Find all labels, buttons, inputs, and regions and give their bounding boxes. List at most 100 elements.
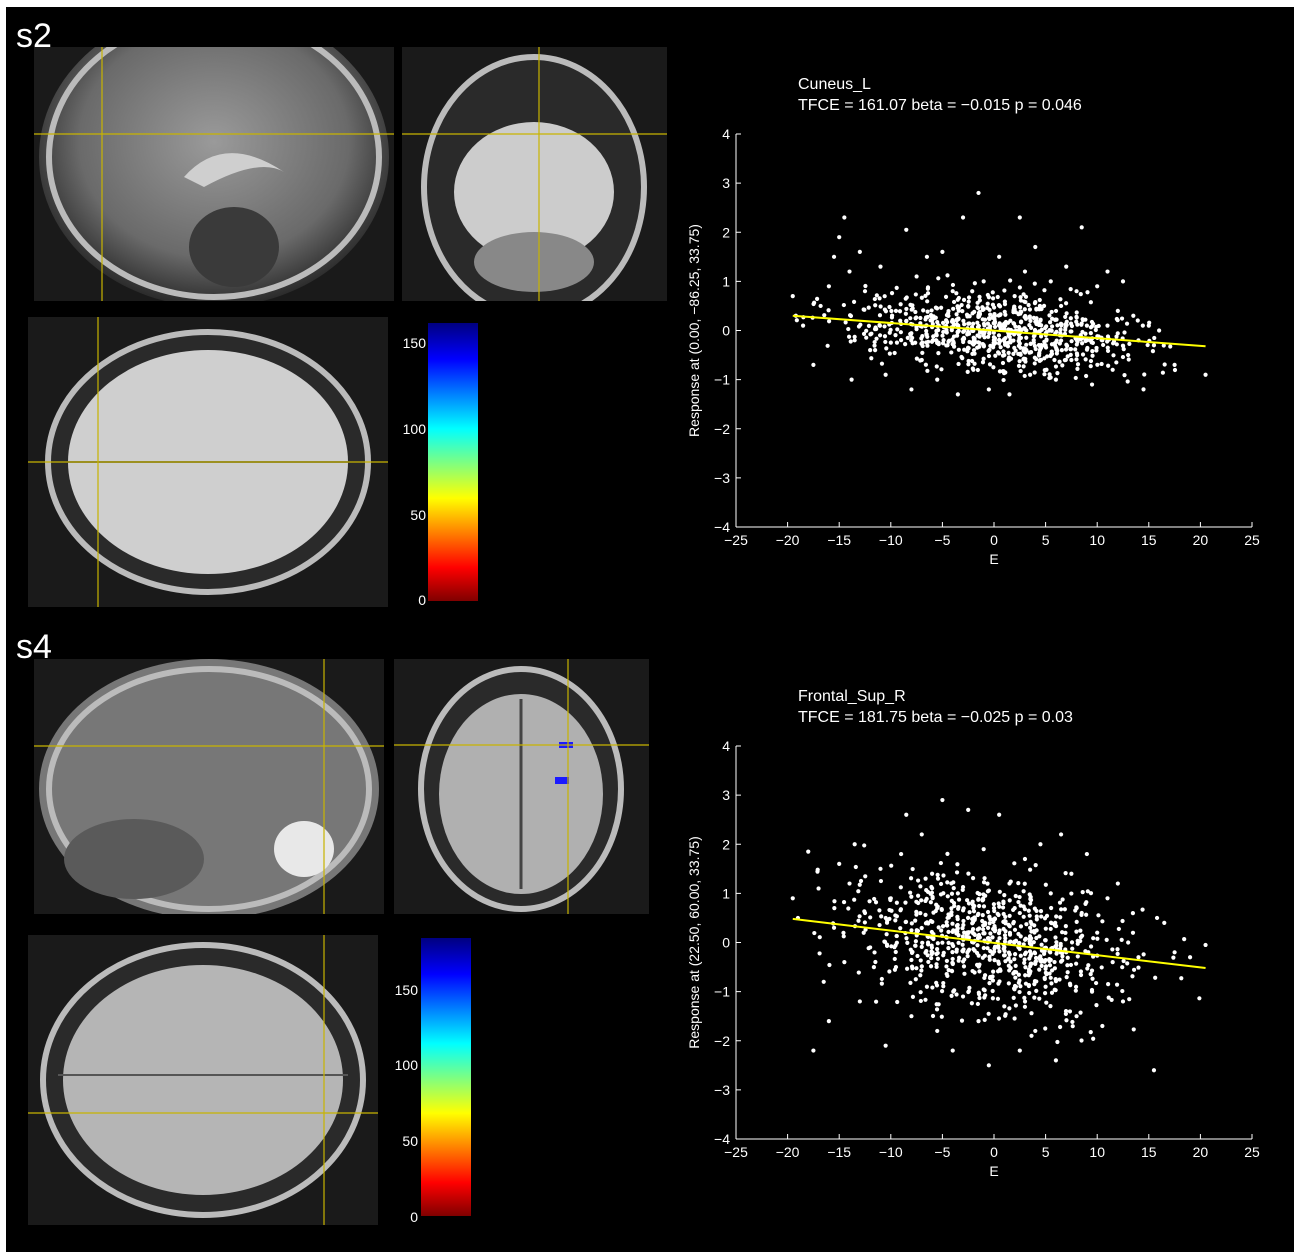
- data-point: [1023, 359, 1028, 364]
- data-point: [1032, 978, 1038, 984]
- data-point: [971, 909, 977, 914]
- data-point: [923, 912, 928, 918]
- y-tick-label: 3: [722, 787, 730, 803]
- data-point: [1031, 928, 1037, 934]
- data-point: [903, 919, 909, 924]
- data-point: [814, 296, 820, 301]
- data-point: [1018, 953, 1023, 958]
- data-point: [982, 995, 987, 1000]
- data-point: [991, 365, 996, 370]
- data-point: [1029, 325, 1034, 330]
- colorbar-tick: 100: [394, 1057, 418, 1073]
- data-point: [904, 306, 909, 312]
- data-point: [1079, 321, 1084, 326]
- data-point: [1006, 327, 1011, 332]
- data-point: [985, 321, 991, 326]
- data-point: [923, 293, 928, 298]
- data-point: [1088, 972, 1093, 977]
- data-point: [1114, 342, 1119, 347]
- data-point: [1151, 343, 1157, 348]
- data-point: [868, 915, 873, 920]
- data-point: [898, 926, 903, 931]
- data-point: [1064, 343, 1070, 348]
- data-point: [1057, 359, 1062, 364]
- y-tick-label: 1: [722, 273, 730, 289]
- data-point: [1047, 971, 1052, 976]
- data-point: [962, 971, 967, 976]
- data-point: [1034, 917, 1039, 922]
- data-point: [1048, 352, 1054, 358]
- data-point: [956, 361, 961, 367]
- data-point: [1000, 360, 1006, 366]
- data-point: [977, 892, 982, 897]
- data-point: [1063, 924, 1068, 929]
- colorbar-s2: [428, 323, 478, 601]
- data-point: [975, 300, 980, 305]
- data-point: [966, 871, 971, 876]
- data-point: [944, 343, 949, 348]
- data-point: [1075, 353, 1080, 358]
- data-point: [1007, 334, 1012, 340]
- data-point: [949, 968, 954, 973]
- data-point: [1011, 919, 1016, 925]
- data-point: [929, 314, 934, 320]
- data-point: [923, 950, 928, 955]
- data-point: [941, 950, 946, 955]
- data-point: [925, 368, 930, 373]
- data-point: [806, 849, 811, 854]
- data-point: [986, 295, 991, 300]
- data-point: [1023, 981, 1029, 986]
- chart-subtitle: TFCE = 181.75 beta = −0.025 p = 0.03: [798, 709, 1073, 726]
- data-point: [996, 333, 1002, 338]
- data-point: [1012, 307, 1017, 312]
- data-point: [1090, 348, 1095, 354]
- data-point: [883, 309, 889, 314]
- data-point: [1088, 330, 1093, 336]
- data-point: [1053, 977, 1058, 982]
- data-point: [946, 915, 951, 920]
- data-point: [914, 909, 919, 914]
- data-point: [924, 328, 929, 334]
- data-point: [1069, 323, 1075, 329]
- data-point: [935, 906, 940, 911]
- data-point: [1120, 988, 1125, 994]
- data-point: [977, 995, 982, 1001]
- data-point: [951, 344, 957, 349]
- data-point: [976, 314, 981, 319]
- data-point: [1073, 988, 1078, 993]
- data-point: [1084, 373, 1089, 379]
- data-point: [1048, 975, 1053, 980]
- data-point: [1006, 963, 1011, 968]
- data-point: [955, 392, 960, 397]
- data-point: [981, 356, 986, 361]
- data-point: [884, 943, 890, 949]
- data-point: [980, 898, 985, 903]
- data-point: [1008, 939, 1013, 944]
- data-point: [1105, 348, 1111, 354]
- data-point: [982, 335, 987, 340]
- data-point: [837, 235, 842, 240]
- scatter-chart-s2: Cuneus_L TFCE = 161.07 beta = −0.015 p = …: [686, 76, 1260, 567]
- data-point: [842, 960, 847, 965]
- data-point: [982, 876, 987, 881]
- data-point: [954, 992, 959, 997]
- data-point: [1069, 329, 1074, 334]
- data-point: [950, 337, 955, 342]
- data-point: [954, 947, 959, 952]
- data-point: [904, 812, 909, 817]
- data-point: [1042, 372, 1047, 377]
- data-point: [910, 966, 915, 971]
- data-point: [997, 254, 1002, 259]
- data-point: [1048, 957, 1053, 963]
- sagittal-view-s4: [34, 659, 384, 914]
- data-point: [918, 911, 923, 916]
- data-point: [864, 328, 869, 333]
- data-point: [960, 994, 966, 999]
- data-point: [1048, 279, 1053, 284]
- data-point: [1008, 318, 1013, 323]
- data-point: [980, 913, 985, 918]
- data-point: [936, 350, 941, 356]
- data-point: [1026, 302, 1031, 308]
- data-point: [1049, 981, 1054, 986]
- data-point: [1058, 327, 1063, 332]
